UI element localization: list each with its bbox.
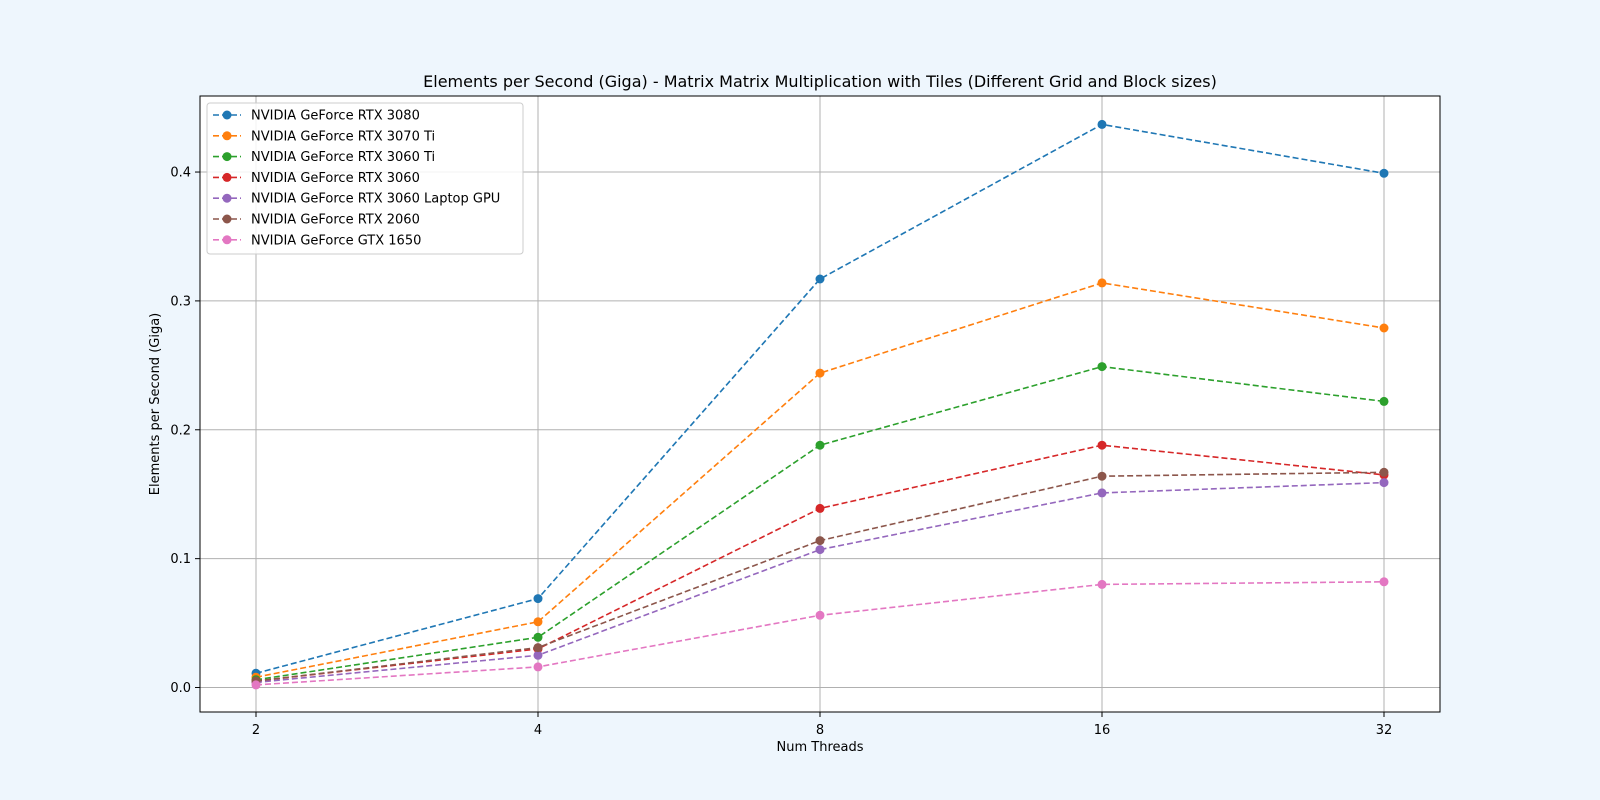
legend-item: NVIDIA GeForce RTX 3070 Ti bbox=[213, 129, 435, 144]
legend-marker bbox=[222, 214, 232, 224]
legend-label: NVIDIA GeForce GTX 1650 bbox=[251, 233, 421, 248]
data-point bbox=[815, 503, 825, 513]
legend-label: NVIDIA GeForce RTX 2060 bbox=[251, 213, 420, 228]
data-point bbox=[533, 650, 543, 660]
data-point bbox=[815, 440, 825, 450]
data-point bbox=[1379, 323, 1389, 333]
data-point bbox=[533, 643, 543, 653]
data-point bbox=[815, 536, 825, 546]
data-point bbox=[1097, 362, 1107, 372]
data-point bbox=[815, 545, 825, 555]
legend-item: NVIDIA GeForce RTX 3080 bbox=[213, 109, 420, 124]
data-point bbox=[1379, 467, 1389, 477]
legend-box bbox=[206, 102, 524, 255]
y-axis: 0.0 0.1 0.2 0.3 0.4 bbox=[170, 166, 200, 696]
y-tick-label: 0.2 bbox=[170, 423, 191, 438]
y-tick-label: 0.3 bbox=[170, 294, 191, 309]
data-point bbox=[251, 680, 261, 690]
data-point bbox=[533, 662, 543, 672]
data-point bbox=[533, 617, 543, 627]
legend-marker bbox=[222, 152, 232, 162]
chart-title: Elements per Second (Giga) - Matrix Matr… bbox=[423, 72, 1217, 91]
legend: NVIDIA GeForce RTX 3080 NVIDIA GeForce RT… bbox=[206, 102, 524, 255]
data-point bbox=[1379, 577, 1389, 587]
legend-marker bbox=[222, 110, 232, 120]
series-line bbox=[255, 282, 1385, 678]
legend-marker bbox=[222, 172, 232, 182]
data-point bbox=[1097, 488, 1107, 498]
data-point bbox=[815, 274, 825, 284]
legend-item: NVIDIA GeForce RTX 3060 Laptop GPU bbox=[213, 192, 500, 207]
x-tick-label: 32 bbox=[1376, 723, 1393, 738]
y-axis-label: Elements per Second (Giga) bbox=[148, 313, 163, 495]
data-point bbox=[1097, 440, 1107, 450]
data-point bbox=[533, 594, 543, 604]
series-group bbox=[251, 440, 1389, 686]
legend-item: NVIDIA GeForce RTX 2060 bbox=[213, 213, 420, 228]
x-tick-label: 2 bbox=[252, 723, 260, 738]
x-axis-label: Num Threads bbox=[777, 740, 864, 755]
series-group bbox=[251, 577, 1389, 690]
grid-lines bbox=[200, 96, 1440, 712]
y-tick-label: 0.4 bbox=[170, 166, 191, 181]
legend-label: NVIDIA GeForce RTX 3080 bbox=[251, 109, 420, 124]
data-point bbox=[1097, 119, 1107, 129]
data-point bbox=[1097, 579, 1107, 589]
data-point bbox=[1379, 478, 1389, 488]
legend-marker bbox=[222, 193, 232, 203]
data-point bbox=[815, 610, 825, 620]
data-point bbox=[815, 368, 825, 378]
series-line bbox=[255, 123, 1385, 675]
legend-label: NVIDIA GeForce RTX 3060 bbox=[251, 171, 420, 186]
data-point bbox=[533, 632, 543, 642]
y-tick-label: 0.1 bbox=[170, 552, 191, 567]
data-point bbox=[1097, 471, 1107, 481]
legend-item: NVIDIA GeForce GTX 1650 bbox=[213, 233, 421, 248]
legend-item: NVIDIA GeForce RTX 3060 bbox=[213, 171, 420, 186]
legend-marker bbox=[222, 131, 232, 141]
series-layer bbox=[251, 119, 1389, 690]
legend-label: NVIDIA GeForce RTX 3060 Ti bbox=[251, 150, 435, 165]
legend-label: NVIDIA GeForce RTX 3060 Laptop GPU bbox=[251, 192, 500, 207]
data-point bbox=[1379, 168, 1389, 178]
series-line bbox=[255, 481, 1385, 684]
x-tick-label: 4 bbox=[534, 723, 542, 738]
legend-item: NVIDIA GeForce RTX 3060 Ti bbox=[213, 150, 435, 165]
legend-label: NVIDIA GeForce RTX 3070 Ti bbox=[251, 129, 435, 144]
data-point bbox=[1379, 396, 1389, 406]
legend-marker bbox=[222, 235, 232, 245]
x-tick-label: 8 bbox=[816, 723, 824, 738]
x-axis: 2 4 8 16 32 bbox=[252, 712, 1392, 738]
x-tick-label: 16 bbox=[1094, 723, 1111, 738]
y-tick-label: 0.0 bbox=[170, 681, 191, 696]
data-point bbox=[1097, 278, 1107, 288]
